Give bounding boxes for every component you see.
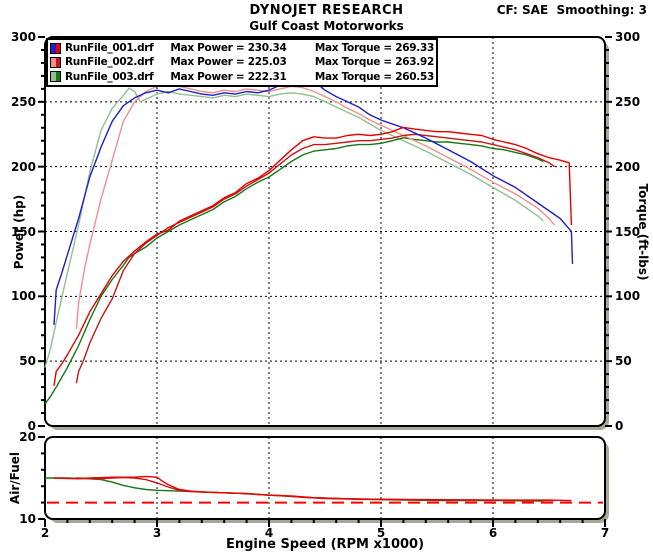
run3-max-torque-label: Max Torque = 260.53: [314, 70, 434, 83]
airfuel-axis-title: Air/Fuel: [8, 451, 22, 505]
torque-axis-tick-label: 50: [615, 354, 632, 369]
run1-color-swatch-icon: [50, 42, 61, 54]
engine-speed-tick-label: 5: [376, 526, 386, 540]
airfuel-axis-tick-label: 10: [19, 512, 36, 526]
torque-axis-tick-label: 0: [615, 419, 624, 433]
run2-max-power-label: Max Power = 225.03: [170, 56, 287, 69]
correction-factor-label: CF: SAE Smoothing: 3: [496, 3, 647, 17]
run2-airfuel-curve: [76, 476, 555, 502]
run2-file-label: RunFile_002.drf: [65, 56, 154, 69]
airfuel-axis-tick-label: 20: [19, 430, 36, 444]
engine-speed-tick-label: 3: [152, 526, 162, 540]
torque-axis-tick-label: 300: [615, 30, 641, 44]
page-title: DYNOJET RESEARCH: [249, 3, 404, 18]
torque-axis-tick-label: 250: [615, 94, 641, 109]
run1-file-label: RunFile_001.drf: [65, 42, 154, 55]
run3-torque-curve: [44, 87, 544, 368]
run3-airfuel-curve: [45, 477, 544, 502]
torque-axis-tick-label: 100: [615, 289, 641, 304]
engine-speed-tick-label: 7: [600, 526, 610, 540]
power-axis-tick-label: 100: [10, 289, 36, 304]
run3-power-curve: [44, 137, 544, 405]
run2-power-curve: [75, 133, 556, 384]
airfuel-plot-border: [44, 436, 606, 520]
airfuel-plot-shadow: [49, 441, 609, 523]
main-plot-shadow: [49, 41, 609, 430]
engine-speed-tick-label: 6: [488, 526, 498, 540]
run3-file-label: RunFile_003.drf: [65, 70, 154, 83]
run1-airfuel-curve: [53, 475, 572, 502]
main-plot-border: [44, 36, 606, 427]
run1-max-torque-label: Max Torque = 269.33: [314, 42, 434, 55]
run2-max-torque-label: Max Torque = 263.92: [314, 56, 434, 69]
run2-color-swatch-icon: [50, 56, 61, 68]
power-axis-tick-label: 50: [19, 354, 36, 369]
legend-row-run1: RunFile_001.drf Max Power = 230.34 Max T…: [50, 41, 434, 55]
torque-axis-tick-label: 150: [615, 224, 641, 239]
power-axis-tick-label: 150: [10, 224, 36, 239]
run1-torque-curve: [53, 76, 574, 325]
power-axis-tick-label: 200: [10, 159, 36, 174]
run-legend: RunFile_001.drf Max Power = 230.34 Max T…: [46, 38, 438, 87]
engine-speed-tick-label: 4: [264, 526, 274, 540]
page-subtitle: Gulf Coast Motorworks: [249, 19, 404, 33]
legend-row-run2: RunFile_002.drf Max Power = 225.03 Max T…: [50, 55, 434, 69]
engine-speed-axis-title: Engine Speed (RPM x1000): [225, 537, 425, 552]
run3-max-power-label: Max Power = 222.31: [170, 70, 287, 83]
torque-axis-tick-label: 200: [615, 159, 641, 174]
power-axis-tick-label: 250: [10, 94, 36, 109]
run2-torque-curve: [75, 83, 556, 329]
run3-color-swatch-icon: [50, 71, 61, 83]
run1-power-curve: [53, 126, 573, 386]
engine-speed-tick-label: 2: [40, 526, 50, 540]
run1-max-power-label: Max Power = 230.34: [170, 42, 287, 55]
power-axis-tick-label: 300: [10, 30, 36, 44]
power-axis-tick-label: 0: [27, 419, 36, 433]
legend-row-run3: RunFile_003.drf Max Power = 222.31 Max T…: [50, 70, 434, 84]
